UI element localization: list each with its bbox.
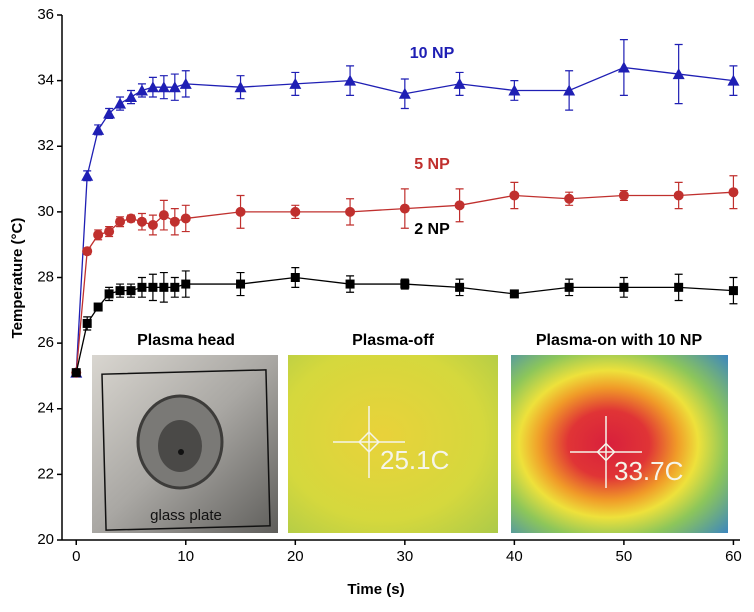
marker [345,206,356,217]
marker [170,282,180,292]
marker [618,190,629,201]
marker [672,68,685,80]
marker [399,203,410,214]
marker [104,289,114,299]
marker [115,286,125,296]
crosshair [570,416,642,488]
marker [400,279,410,289]
marker [82,318,92,328]
y-tick-label: 24 [37,400,54,417]
y-tick-label: 20 [37,531,54,548]
y-axis-label: Temperature (°C) [9,218,26,339]
marker [157,81,170,93]
marker [103,107,116,119]
marker [179,77,192,89]
marker [135,84,148,96]
series-label: 2 NP [414,221,450,238]
marker [92,123,105,135]
marker [125,91,138,103]
marker [455,282,465,292]
x-tick-label: 0 [72,548,80,565]
nozzle-hole [178,449,184,455]
marker [564,193,575,204]
marker [344,74,357,86]
y-tick-label: 34 [37,72,54,89]
marker [126,213,137,224]
marker [159,282,169,292]
insets: glass plate 25.1C 33.7C Plasma head Plas… [92,332,728,533]
marker [82,246,93,257]
crosshair [333,406,405,478]
photo-plasma-on [511,355,728,533]
marker [727,74,740,86]
series-label: 10 NP [410,45,455,62]
y-tick-label: 26 [37,334,54,351]
inset-title: Plasma-off [352,332,434,349]
y-tick-label: 22 [37,465,54,482]
glass-plate-outline [101,369,271,531]
temperature-reading: 25.1C [380,445,449,475]
marker [104,226,115,237]
marker [674,282,684,292]
x-tick-label: 20 [287,548,304,565]
marker [509,190,520,201]
x-tick-label: 60 [725,548,742,565]
marker [564,282,574,292]
marker [398,87,411,99]
inset-caption: glass plate [150,507,222,524]
marker [617,61,630,73]
x-tick-label: 30 [396,548,413,565]
marker [168,81,181,93]
marker [169,216,180,227]
marker [147,220,158,230]
marker [508,84,521,96]
inset-title: Plasma head [137,332,235,349]
marker [234,81,247,93]
temperature-reading: 33.7C [614,456,683,486]
marker [236,279,246,289]
marker [345,279,355,289]
marker [148,282,158,292]
marker [290,273,300,282]
marker [146,81,159,93]
marker [563,84,576,96]
x-axis-label: Time (s) [347,581,404,598]
marker [114,97,127,109]
inset-title: Plasma-on with 10 NP [536,332,703,349]
marker [81,169,94,181]
photo-plasma-off [288,355,498,533]
marker [93,302,103,312]
x-tick-label: 10 [177,548,194,565]
marker [136,216,147,227]
marker [71,368,81,378]
marker [619,282,629,292]
nozzle-tip [158,420,202,472]
y-tick-label: 30 [37,203,54,220]
marker [180,213,191,224]
marker [235,206,246,217]
marker [93,229,104,240]
marker [289,77,302,89]
marker [115,216,126,227]
marker [453,77,466,89]
marker [728,286,738,296]
y-tick-label: 28 [37,268,54,285]
marker [290,206,301,217]
marker [126,286,136,296]
marker [158,210,169,221]
x-tick-label: 40 [506,548,523,565]
marker [673,190,684,201]
marker [728,187,739,198]
marker [509,289,519,299]
x-tick-label: 50 [616,548,633,565]
y-tick-label: 32 [37,137,54,154]
series-label: 5 NP [414,156,450,173]
marker [454,200,465,211]
y-tick-label: 36 [37,6,54,23]
marker [181,279,191,289]
marker [137,282,147,292]
